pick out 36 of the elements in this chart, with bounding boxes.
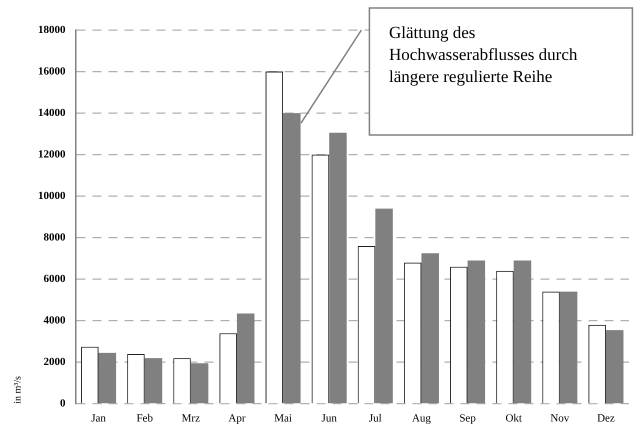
bar [190, 363, 208, 404]
x-tick-label: Dez [597, 412, 615, 424]
bar [144, 358, 162, 404]
y-tick-label: 12000 [38, 148, 66, 160]
y-tick-label: 6000 [44, 273, 66, 286]
y-tick-label: 8000 [44, 232, 66, 244]
x-tick-label: Mrz [182, 412, 200, 424]
x-tick-label: Nov [550, 412, 570, 424]
x-tick-label: Sep [459, 412, 476, 424]
bar [606, 330, 624, 404]
annotation: Glättung des Hochwasserabflusses durch längere regulierte Reihe [389, 22, 578, 88]
x-tick-label: Jul [368, 412, 382, 424]
x-tick-label: Okt [505, 412, 522, 424]
x-tick-label: Jun [322, 412, 338, 424]
y-tick-label: 18000 [38, 24, 66, 36]
x-tick-label: Mai [274, 412, 292, 424]
bar [98, 352, 116, 404]
bar [236, 313, 254, 404]
bar [329, 132, 347, 404]
x-tick-label: Jan [91, 412, 106, 424]
y-tick-label: 16000 [38, 65, 66, 78]
x-tick-label: Aug [412, 412, 432, 424]
bar [468, 260, 486, 404]
x-tick-label: Feb [136, 412, 154, 424]
bar [514, 260, 532, 404]
y-tick-label: 2000 [44, 356, 66, 368]
bar [283, 113, 301, 404]
y-tick-label: 14000 [38, 106, 66, 119]
y-axis-title: in m³/s [12, 376, 24, 404]
y-tick-label: 10000 [38, 190, 66, 202]
bar [375, 208, 393, 404]
y-tick-label: 0 [60, 398, 66, 410]
bar [560, 292, 578, 404]
bar [421, 253, 439, 404]
y-tick-label: 4000 [44, 314, 66, 327]
x-tick-label: Apr [228, 412, 246, 424]
